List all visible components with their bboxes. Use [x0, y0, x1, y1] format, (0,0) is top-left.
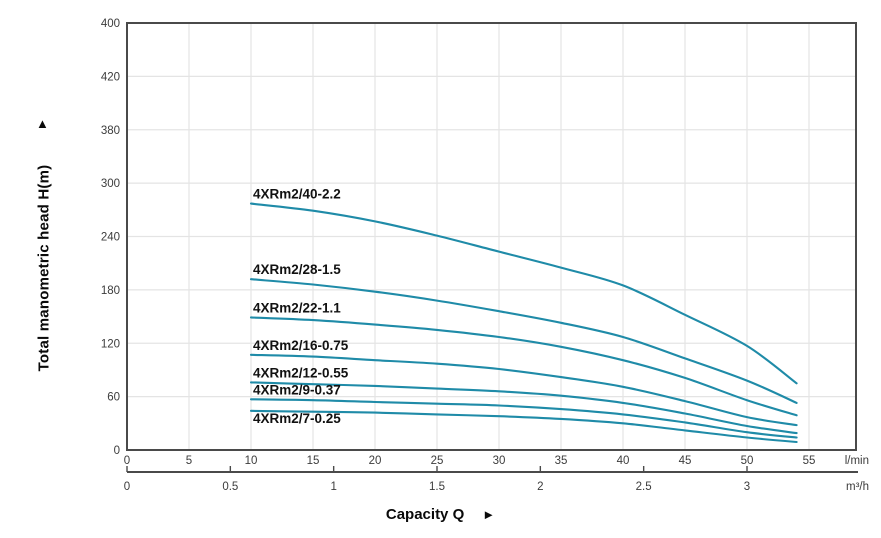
y-tick-label: 0	[114, 445, 120, 457]
curve-label: 4XRm2/22-1.1	[253, 300, 341, 315]
unit-label-m3h: m³/h	[846, 481, 869, 493]
unit-label-lmin: l/min	[845, 455, 869, 467]
pump-curve	[249, 316, 798, 417]
y-tick-label: 400	[101, 18, 120, 30]
pump-curve	[249, 409, 798, 444]
y-tick-label: 420	[101, 71, 120, 83]
x-tick-label-lmin: 40	[617, 455, 630, 467]
x-tick-label-lmin: 5	[186, 455, 192, 467]
x-tick-label-lmin: 15	[307, 455, 320, 467]
curve-label: 4XRm2/40-2.2	[253, 187, 341, 202]
y-tick-label: 180	[101, 285, 120, 297]
x-tick-label-lmin: 50	[741, 455, 754, 467]
y-tick-label: 240	[101, 232, 120, 244]
x-tick-label-lmin: 30	[493, 455, 506, 467]
pump-curve	[249, 278, 798, 404]
curve-label: 4XRm2/28-1.5	[253, 262, 341, 277]
x-tick-label-lmin: 55	[803, 455, 816, 467]
x-axis-title: Capacity Q ►	[0, 506, 881, 523]
x-tick-label-lmin: 20	[369, 455, 382, 467]
right-arrow-icon: ►	[482, 507, 496, 522]
curve-label: 4XRm2/9-0.37	[253, 382, 341, 397]
pump-curve	[249, 398, 798, 439]
y-tick-label: 60	[107, 392, 120, 404]
y-tick-label: 120	[101, 338, 120, 350]
curve-label: 4XRm2/12-0.55	[253, 365, 349, 380]
plot-border	[126, 22, 857, 451]
x-tick-label-lmin: 10	[245, 455, 258, 467]
x-tick-label-m3h: 3	[744, 481, 750, 493]
y-axis-title: Total manometric head H(m)	[36, 165, 53, 372]
x-tick-label-m3h: 2	[537, 481, 543, 493]
pump-curve	[249, 381, 798, 435]
pump-curve	[249, 202, 798, 385]
x-tick-label-m3h: 1	[330, 481, 336, 493]
x-axis-title-text: Capacity Q	[385, 506, 465, 523]
x-tick-label-lmin: 45	[679, 455, 692, 467]
curve-label: 4XRm2/7-0.25	[253, 411, 341, 426]
up-arrow-icon: ▲	[36, 116, 49, 131]
y-axis-title-text: Total manometric head H(m)	[35, 164, 53, 372]
x-tick-label-m3h: 0	[124, 481, 130, 493]
x-tick-label-lmin: 35	[555, 455, 568, 467]
x-tick-label-lmin: 25	[431, 455, 444, 467]
x-tick-label-m3h: 2.5	[636, 481, 652, 493]
y-tick-label: 300	[101, 178, 120, 190]
curve-label: 4XRm2/16-0.75	[253, 338, 349, 353]
x-tick-label-lmin: 0	[124, 455, 130, 467]
x-tick-label-m3h: 0.5	[222, 481, 238, 493]
x-tick-label-m3h: 1.5	[429, 481, 445, 493]
y-tick-label: 380	[101, 125, 120, 137]
pump-curve	[249, 353, 798, 427]
